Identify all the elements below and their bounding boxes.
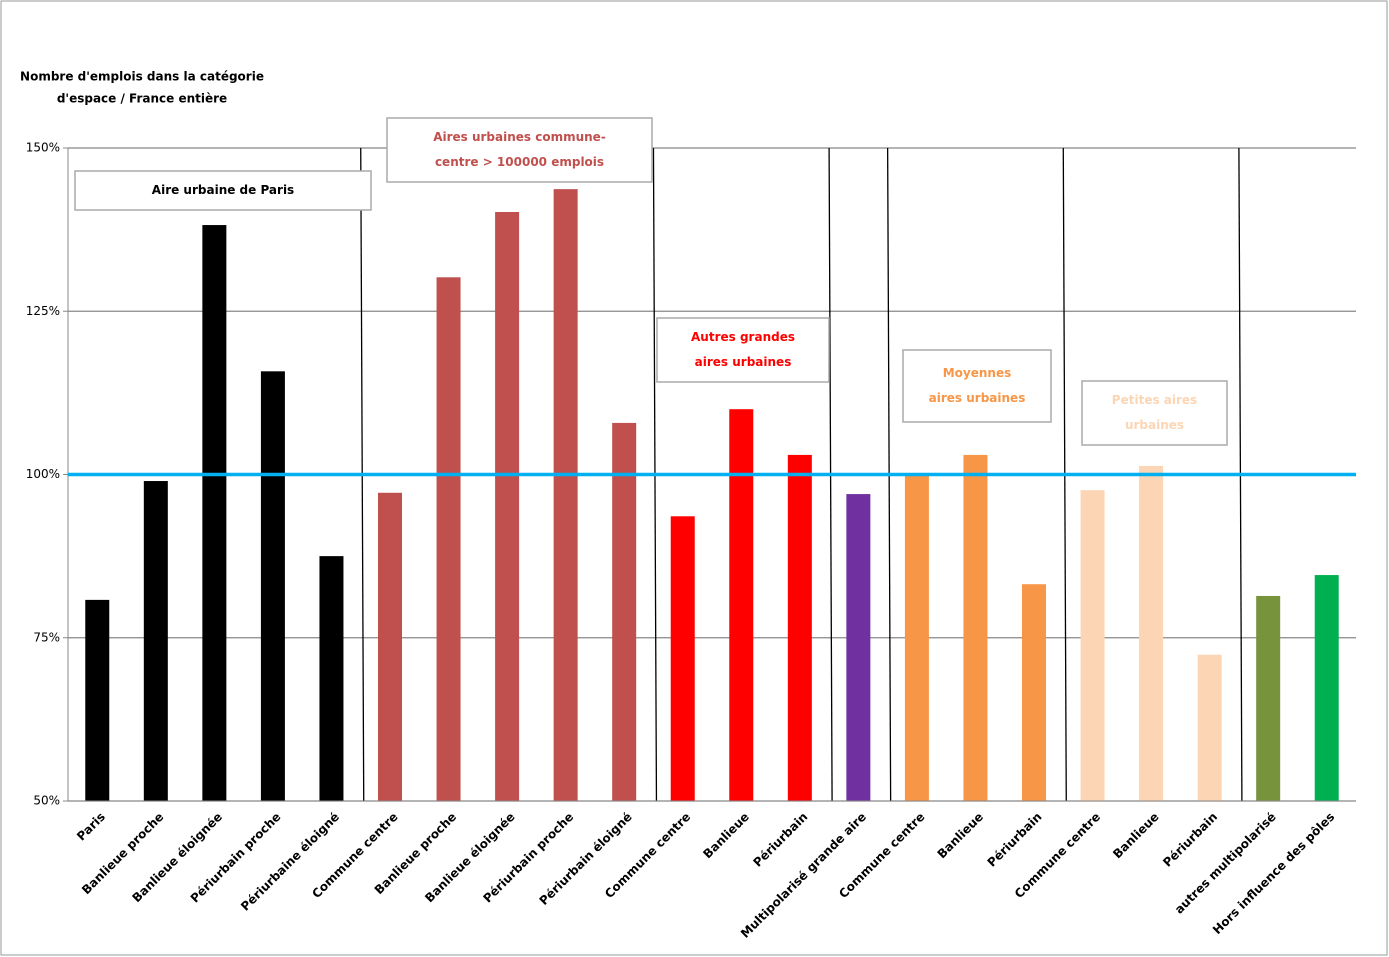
annotation-box [386, 117, 653, 183]
bar [1139, 466, 1164, 801]
bar [553, 189, 578, 801]
bar [1197, 654, 1222, 801]
annotation-box [902, 349, 1052, 423]
bar [85, 599, 110, 801]
annotation-text: Moyennes [943, 366, 1012, 380]
bar [143, 481, 168, 801]
annotation-box [1081, 380, 1228, 446]
y-tick-label: 150% [26, 141, 60, 155]
bar [1022, 584, 1046, 801]
bar [612, 422, 637, 801]
bar [436, 277, 461, 801]
bar [260, 371, 285, 801]
bar [1080, 490, 1105, 801]
y-axis-label-line: Nombre d'emplois dans la catégorie [20, 70, 264, 84]
annotation-text: Aire urbaine de Paris [152, 183, 294, 197]
annotation-text: Aires urbaines commune- [433, 130, 606, 144]
bar [670, 516, 695, 801]
y-axis-label-line: d'espace / France entière [57, 92, 227, 106]
y-tick-label: 75% [33, 630, 60, 644]
annotation-text: urbaines [1125, 418, 1184, 432]
annotation-text: Petites aires [1112, 393, 1197, 407]
bar [495, 211, 520, 801]
annotation-text: aires urbaines [929, 391, 1026, 405]
y-tick-label: 50% [33, 794, 60, 808]
bar [1314, 575, 1339, 801]
annotation-text: aires urbaines [695, 355, 792, 369]
annotation-text: Autres grandes [691, 330, 795, 344]
bar [963, 454, 988, 801]
bar [202, 225, 227, 801]
bar [846, 494, 871, 801]
annotation-box [656, 317, 830, 383]
bar [729, 409, 754, 801]
bar [1256, 595, 1281, 801]
bar [787, 454, 812, 801]
bar [319, 556, 344, 801]
annotation-text: centre > 100000 emplois [435, 155, 604, 169]
y-tick-label: 100% [26, 467, 60, 481]
bar [904, 475, 929, 801]
annotation-box [74, 170, 372, 211]
y-tick-label: 125% [26, 304, 60, 318]
bar [378, 492, 402, 801]
